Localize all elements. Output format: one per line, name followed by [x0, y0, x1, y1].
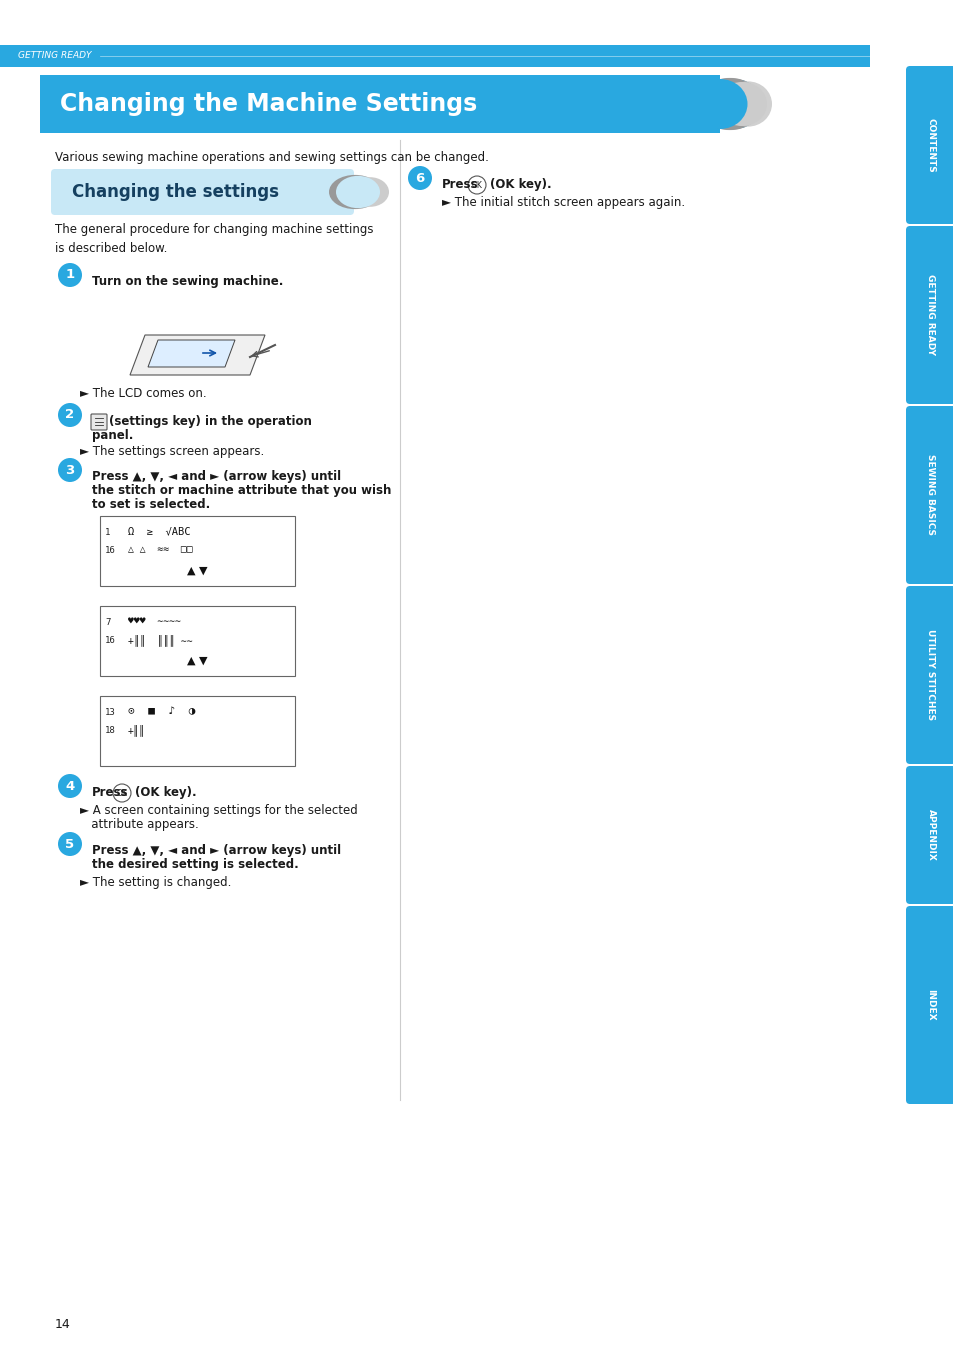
Text: △ △  ≈≈  □□: △ △ ≈≈ □□: [128, 545, 193, 554]
FancyBboxPatch shape: [100, 696, 294, 766]
FancyBboxPatch shape: [905, 766, 953, 905]
Text: OK: OK: [471, 181, 482, 190]
Text: ► The initial stitch screen appears again.: ► The initial stitch screen appears agai…: [441, 195, 684, 209]
Ellipse shape: [351, 177, 389, 206]
FancyBboxPatch shape: [905, 906, 953, 1104]
Text: UTILITY STITCHES: UTILITY STITCHES: [925, 630, 935, 721]
Text: Changing the settings: Changing the settings: [71, 183, 278, 201]
Circle shape: [58, 263, 82, 287]
Text: ► The setting is changed.: ► The setting is changed.: [80, 876, 232, 888]
Ellipse shape: [717, 82, 766, 125]
Text: panel.: panel.: [91, 429, 133, 442]
Text: 18: 18: [105, 727, 115, 735]
Text: ▲ ▼: ▲ ▼: [187, 656, 208, 666]
Text: CONTENTS: CONTENTS: [925, 117, 935, 173]
FancyBboxPatch shape: [51, 168, 354, 214]
Circle shape: [58, 774, 82, 798]
Circle shape: [58, 403, 82, 427]
FancyBboxPatch shape: [91, 414, 107, 430]
Text: attribute appears.: attribute appears.: [80, 818, 198, 830]
Text: ♥♥♥  ∼∼∼∼: ♥♥♥ ∼∼∼∼: [128, 616, 181, 625]
Ellipse shape: [697, 78, 761, 131]
Text: Changing the Machine Settings: Changing the Machine Settings: [60, 92, 476, 116]
Circle shape: [112, 785, 131, 802]
Text: 5: 5: [66, 837, 74, 851]
Circle shape: [468, 177, 485, 194]
Text: 1: 1: [105, 528, 111, 537]
FancyBboxPatch shape: [905, 226, 953, 404]
Ellipse shape: [707, 80, 761, 128]
Text: Press ▲, ▼, ◄ and ► (arrow keys) until: Press ▲, ▼, ◄ and ► (arrow keys) until: [91, 844, 341, 857]
FancyBboxPatch shape: [905, 586, 953, 764]
Text: 4: 4: [66, 779, 74, 793]
Text: Various sewing machine operations and sewing settings can be changed.: Various sewing machine operations and se…: [55, 151, 488, 164]
Text: Ω  ≥  √ABC: Ω ≥ √ABC: [128, 526, 191, 537]
Text: The general procedure for changing machine settings
is described below.: The general procedure for changing machi…: [55, 222, 374, 255]
Text: GETTING READY: GETTING READY: [18, 51, 91, 61]
Text: Press: Press: [441, 178, 478, 191]
Text: (settings key) in the operation: (settings key) in the operation: [109, 415, 312, 429]
Text: (OK key).: (OK key).: [135, 786, 196, 799]
Bar: [40, 75, 720, 133]
Text: (OK key).: (OK key).: [490, 178, 551, 191]
Text: 16: 16: [105, 546, 115, 555]
FancyBboxPatch shape: [905, 66, 953, 224]
Bar: [0, 44, 869, 67]
Text: Press: Press: [91, 786, 129, 799]
Text: Turn on the sewing machine.: Turn on the sewing machine.: [91, 275, 283, 288]
FancyBboxPatch shape: [905, 406, 953, 584]
Text: the desired setting is selected.: the desired setting is selected.: [91, 857, 298, 871]
Text: OK: OK: [116, 789, 128, 798]
Text: ► The settings screen appears.: ► The settings screen appears.: [80, 445, 264, 458]
FancyBboxPatch shape: [100, 607, 294, 675]
Text: 7: 7: [105, 617, 111, 627]
Text: the stitch or machine attribute that you wish: the stitch or machine attribute that you…: [91, 484, 391, 497]
Text: 6: 6: [415, 171, 424, 185]
Text: 2: 2: [66, 408, 74, 422]
Text: ► A screen containing settings for the selected: ► A screen containing settings for the s…: [80, 803, 357, 817]
Text: SEWING BASICS: SEWING BASICS: [925, 454, 935, 535]
Text: 3: 3: [66, 464, 74, 476]
Text: +║║: +║║: [128, 724, 146, 736]
Ellipse shape: [329, 175, 380, 209]
Text: +║║  ║║║ ∼∼: +║║ ║║║ ∼∼: [128, 634, 193, 646]
Ellipse shape: [723, 81, 771, 127]
Polygon shape: [148, 340, 234, 367]
FancyBboxPatch shape: [100, 516, 294, 586]
Text: GETTING READY: GETTING READY: [925, 275, 935, 356]
Ellipse shape: [692, 80, 747, 129]
Text: to set is selected.: to set is selected.: [91, 497, 210, 511]
Text: 1: 1: [66, 268, 74, 282]
Text: ⊙  ■  ♪  ◑: ⊙ ■ ♪ ◑: [128, 706, 195, 716]
Text: Press ▲, ▼, ◄ and ► (arrow keys) until: Press ▲, ▼, ◄ and ► (arrow keys) until: [91, 470, 341, 483]
Text: APPENDIX: APPENDIX: [925, 809, 935, 861]
Polygon shape: [130, 336, 265, 375]
Text: 16: 16: [105, 636, 115, 644]
Circle shape: [408, 166, 432, 190]
Text: ► The LCD comes on.: ► The LCD comes on.: [80, 387, 207, 400]
Ellipse shape: [697, 78, 761, 129]
Ellipse shape: [335, 175, 379, 208]
Circle shape: [58, 458, 82, 483]
Circle shape: [58, 832, 82, 856]
Text: 14: 14: [55, 1318, 71, 1330]
Text: ▲ ▼: ▲ ▼: [187, 566, 208, 576]
Text: 13: 13: [105, 708, 115, 717]
Text: INDEX: INDEX: [925, 989, 935, 1020]
